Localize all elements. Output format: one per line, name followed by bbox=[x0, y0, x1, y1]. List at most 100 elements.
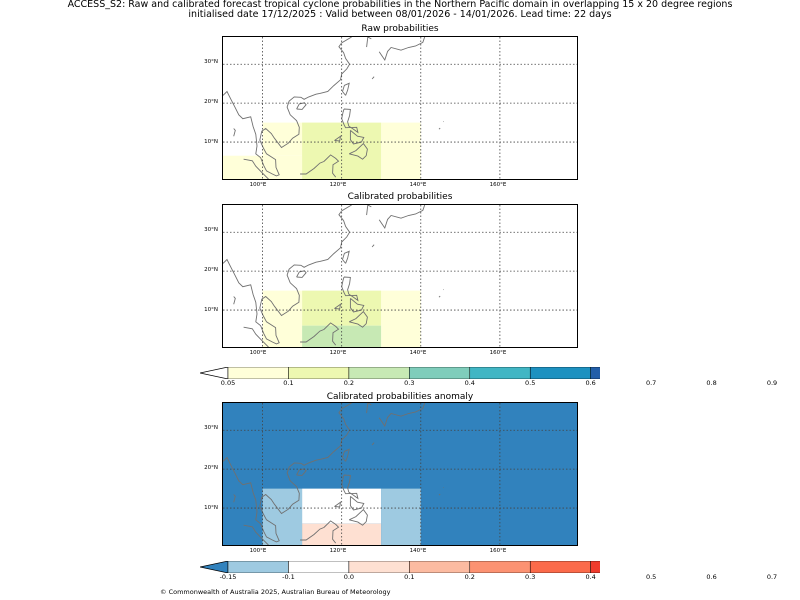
lon-label-140e: 140°E bbox=[409, 548, 427, 554]
coastline bbox=[334, 135, 342, 142]
lon-label-140e: 140°E bbox=[409, 350, 427, 356]
lat-label-20n: 20°N bbox=[204, 465, 218, 471]
colorbar-under-arrow bbox=[199, 366, 229, 380]
colorbar-tick-label: 0.6 bbox=[706, 573, 717, 581]
coastline bbox=[366, 37, 372, 48]
colorbar-segment bbox=[348, 366, 410, 380]
coastline bbox=[349, 298, 365, 313]
probability-region bbox=[302, 523, 382, 545]
copyright-footer: © Commonwealth of Australia 2025, Austra… bbox=[160, 588, 391, 596]
coastline bbox=[233, 494, 236, 503]
colorbar-tick-label: 0.2 bbox=[343, 379, 355, 387]
coastline bbox=[366, 205, 372, 216]
coastline bbox=[342, 250, 350, 264]
colorbar-tick-label: 0.3 bbox=[404, 379, 415, 387]
lon-label-140e: 140°E bbox=[409, 182, 427, 188]
coastline bbox=[349, 130, 365, 145]
coastline bbox=[342, 82, 350, 96]
lat-label-10n: 10°N bbox=[204, 505, 218, 511]
anomaly-colorbar bbox=[199, 558, 773, 574]
colorbar-tick-label: -0.1 bbox=[282, 573, 295, 581]
probability-region bbox=[302, 325, 382, 347]
colorbar-segment bbox=[529, 366, 591, 380]
coastline bbox=[349, 508, 368, 526]
colorbar-tick-label: 0.8 bbox=[706, 379, 717, 387]
coastline bbox=[371, 76, 375, 80]
colorbar-segment bbox=[288, 560, 350, 574]
coastline bbox=[296, 468, 307, 476]
lon-label-120e: 120°E bbox=[329, 548, 347, 554]
lon-label-120e: 120°E bbox=[329, 182, 347, 188]
coastline bbox=[323, 520, 340, 544]
colorbar-segment bbox=[469, 560, 531, 574]
lat-label-30n: 30°N bbox=[204, 227, 218, 233]
lat-label-10n: 10°N bbox=[204, 139, 218, 145]
coastline bbox=[371, 442, 375, 446]
colorbar-tick-label: 0.1 bbox=[404, 573, 415, 581]
coastline bbox=[223, 37, 352, 177]
map-canvas bbox=[223, 37, 577, 179]
coastline bbox=[323, 154, 340, 178]
raw-probabilities-map bbox=[222, 36, 578, 180]
coastline bbox=[243, 326, 269, 347]
colorbar-tick-label: 0.05 bbox=[220, 379, 236, 387]
lat-label-30n: 30°N bbox=[204, 59, 218, 65]
colorbar-tick-label: -0.15 bbox=[219, 573, 237, 581]
coastline bbox=[243, 158, 269, 179]
raw-probabilities-title: Raw probabilities bbox=[361, 24, 439, 34]
colorbar-tick-label: 0.9 bbox=[766, 379, 778, 387]
anomaly-title: Calibrated probabilities anomaly bbox=[326, 392, 474, 402]
colorbar-tick-label: 0.6 bbox=[585, 379, 596, 387]
colorbar-segment bbox=[469, 366, 531, 380]
lat-label-20n: 20°N bbox=[204, 267, 218, 273]
lon-label-100e: 100°E bbox=[249, 548, 267, 554]
probability-region bbox=[381, 122, 421, 179]
colorbar-segment bbox=[227, 366, 289, 380]
coastline bbox=[296, 270, 307, 278]
lon-label-160e: 160°E bbox=[489, 182, 507, 188]
lon-label-160e: 160°E bbox=[489, 350, 507, 356]
coastline bbox=[233, 128, 236, 137]
coastline bbox=[300, 161, 325, 175]
figure-title: ACCESS_S2: Raw and calibrated forecast t… bbox=[67, 0, 733, 10]
map-canvas bbox=[223, 205, 577, 347]
probability-region bbox=[381, 488, 421, 545]
coastline bbox=[323, 322, 340, 346]
coastline bbox=[438, 493, 441, 496]
colorbar-tick-label: 0.5 bbox=[645, 573, 657, 581]
coastline bbox=[342, 448, 350, 462]
colorbar-segment bbox=[348, 560, 410, 574]
colorbar-tick-label: 0.7 bbox=[645, 379, 657, 387]
lon-label-100e: 100°E bbox=[249, 182, 267, 188]
calibrated-probabilities-title: Calibrated probabilities bbox=[347, 192, 453, 202]
colorbar-tick-label: 0.5 bbox=[525, 379, 536, 387]
coastline bbox=[223, 205, 352, 345]
probability-colorbar bbox=[199, 364, 773, 380]
coastline bbox=[349, 496, 365, 511]
coastline bbox=[349, 310, 368, 328]
coastline bbox=[349, 142, 368, 160]
figure-subtitle: initialised date 17/12/2025 : Valid betw… bbox=[188, 9, 612, 20]
coastline bbox=[300, 329, 325, 343]
coastline bbox=[233, 296, 236, 305]
lat-label-20n: 20°N bbox=[204, 99, 218, 105]
colorbar-tick-label: 0.1 bbox=[283, 379, 294, 387]
colorbar-segment bbox=[590, 560, 652, 574]
coastline bbox=[334, 501, 342, 508]
colorbar-tick-label: 0.3 bbox=[525, 573, 536, 581]
coastline bbox=[378, 403, 426, 428]
map-canvas bbox=[223, 403, 577, 545]
coastline bbox=[296, 102, 307, 110]
coastline bbox=[378, 205, 426, 230]
coastline bbox=[300, 527, 325, 541]
coastline bbox=[378, 37, 426, 62]
lon-label-160e: 160°E bbox=[489, 548, 507, 554]
anomaly-map bbox=[222, 402, 578, 546]
lat-label-10n: 10°N bbox=[204, 307, 218, 313]
colorbar-tick-label: 0.2 bbox=[464, 573, 475, 581]
lat-label-30n: 30°N bbox=[204, 425, 218, 431]
coastline bbox=[334, 303, 342, 310]
coastline bbox=[366, 403, 372, 414]
colorbar-segment bbox=[529, 560, 591, 574]
coastline bbox=[243, 524, 269, 545]
